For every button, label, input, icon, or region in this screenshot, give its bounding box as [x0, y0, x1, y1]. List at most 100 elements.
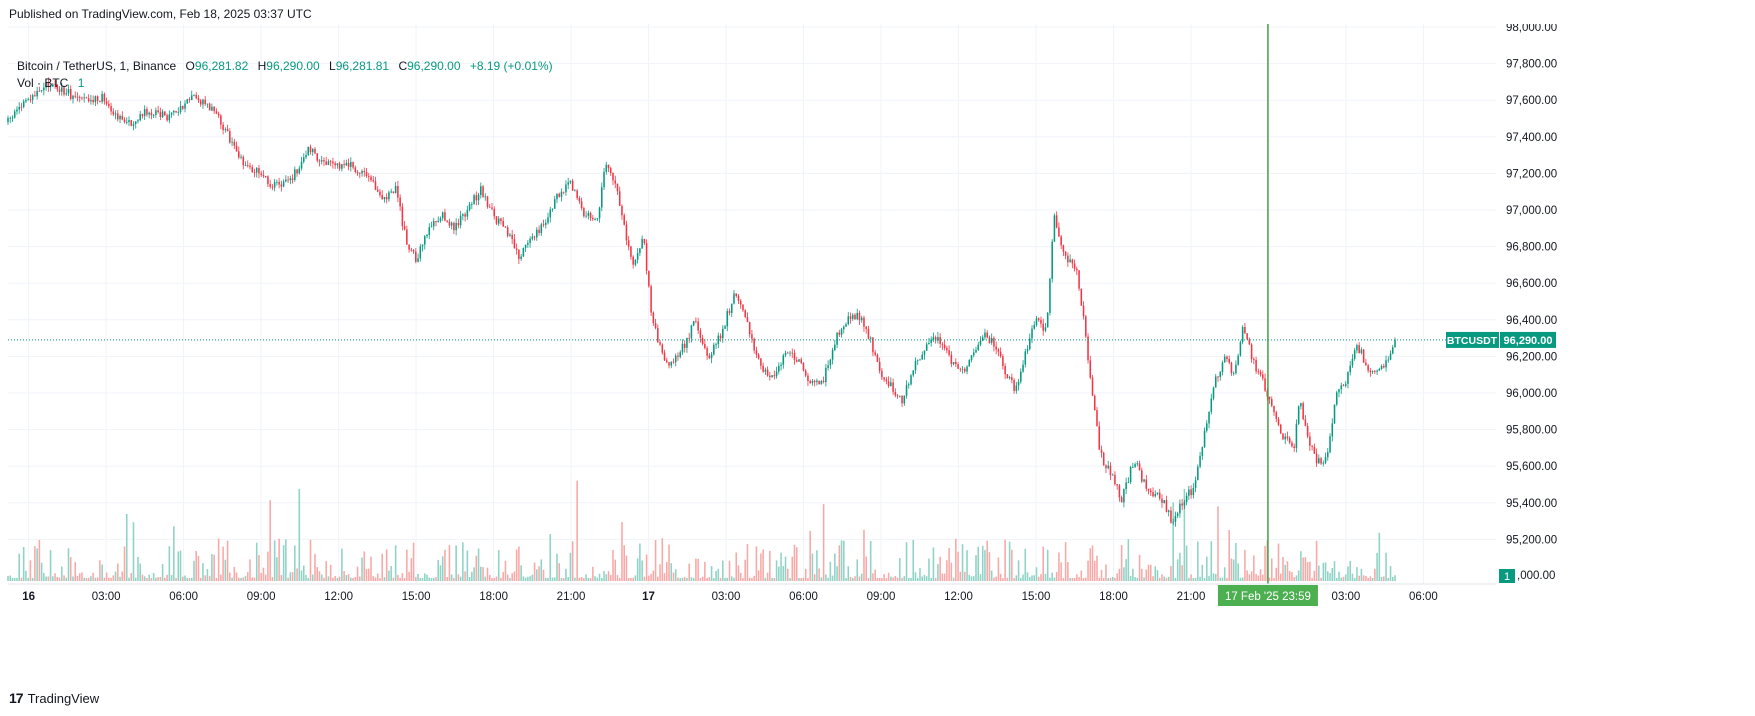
- volume-bar: [87, 577, 90, 581]
- candle-body: [1082, 305, 1085, 317]
- volume-bar: [264, 574, 267, 581]
- candle-body: [155, 110, 157, 115]
- candle-body: [36, 90, 38, 97]
- volume-bar: [1210, 541, 1213, 581]
- volume-bar: [1356, 567, 1358, 581]
- last-price-badge: [1500, 331, 1556, 348]
- candle-body: [578, 198, 581, 202]
- volume-bar: [1111, 576, 1114, 581]
- volume-bar: [706, 577, 708, 581]
- candle-body: [1385, 360, 1387, 368]
- candle-body: [775, 371, 778, 377]
- volume-bar: [1123, 567, 1125, 581]
- volume-bar: [188, 577, 191, 581]
- candle-body: [1237, 355, 1239, 365]
- volume-bar: [238, 577, 240, 581]
- candle-body: [773, 375, 776, 377]
- candle-body: [235, 145, 238, 152]
- volume-bar: [1246, 570, 1248, 581]
- volume-bar: [979, 574, 982, 581]
- candle-body: [771, 375, 773, 378]
- volume-bar: [771, 577, 773, 581]
- volume-bar: [1165, 577, 1168, 581]
- volume-bar: [733, 577, 735, 581]
- candle-body: [1322, 462, 1325, 464]
- candle-body: [1158, 492, 1161, 499]
- volume-bar: [132, 522, 135, 581]
- volume-bar: [361, 557, 363, 581]
- volume-bar: [412, 542, 415, 581]
- candlestick-chart[interactable]: BTCUSDT 96,290.00 1 17 Feb '25 23:59 95,200…: [0, 24, 1755, 694]
- volume-bar: [105, 572, 108, 581]
- volume-bar: [932, 547, 935, 581]
- candle-body: [670, 361, 673, 366]
- volume-bar: [964, 571, 966, 581]
- candle-body: [399, 197, 401, 207]
- volume-bar: [565, 568, 567, 581]
- volume-bar: [1024, 548, 1027, 581]
- volume-bar: [258, 555, 260, 581]
- volume-bar: [867, 577, 870, 581]
- volume-bar: [813, 574, 816, 581]
- volume-bar: [437, 559, 440, 581]
- volume-bar: [1221, 577, 1224, 581]
- volume-bar: [1194, 577, 1197, 581]
- volume-bar: [975, 555, 977, 581]
- volume-bar: [1141, 568, 1143, 581]
- candle-body: [370, 176, 372, 181]
- volume-bar: [896, 577, 899, 581]
- volume-bar: [858, 576, 861, 581]
- volume-bar: [374, 577, 377, 581]
- volume-bar: [222, 546, 224, 581]
- candle-body: [471, 204, 473, 205]
- candle-body: [336, 163, 339, 166]
- volume-badge-label: 1: [1504, 571, 1510, 583]
- volume-bar: [45, 576, 47, 581]
- candle-body: [484, 196, 487, 198]
- candle-body: [829, 359, 832, 366]
- volume-bar: [1340, 577, 1343, 581]
- chart-frame[interactable]: BTCUSDT 96,290.00 1 17 Feb '25 23:59 95,200…: [0, 24, 1755, 694]
- volume-bar: [1076, 574, 1078, 581]
- volume-bar: [984, 550, 986, 581]
- candle-body: [621, 205, 623, 216]
- volume-bar: [399, 577, 401, 581]
- candle-body: [1192, 487, 1195, 496]
- candle-body: [1076, 268, 1078, 271]
- candle-body: [1179, 503, 1181, 514]
- volume-bar: [1369, 576, 1372, 581]
- candle-body: [1329, 436, 1331, 453]
- volume-bar: [1037, 576, 1040, 581]
- candle-body: [999, 351, 1002, 357]
- volume-bar: [834, 553, 836, 581]
- volume-bar: [710, 566, 713, 581]
- volume-bar: [134, 577, 137, 581]
- volume-bar: [390, 566, 392, 581]
- volume-bar: [1241, 577, 1244, 581]
- candle-body: [475, 195, 478, 201]
- candle-body: [18, 106, 20, 110]
- volume-bar: [202, 562, 204, 581]
- volume-bar: [596, 577, 599, 581]
- crosshair-time-label: 17 Feb '25 23:59: [1225, 591, 1311, 603]
- candle-body: [410, 249, 413, 251]
- volume-bar: [1163, 576, 1166, 581]
- volume-bar: [704, 561, 706, 581]
- candle-body: [1228, 359, 1230, 363]
- volume-bar: [1347, 566, 1349, 581]
- volume-bar: [1262, 574, 1264, 581]
- volume-bar: [491, 577, 493, 581]
- candle-body: [1309, 436, 1311, 446]
- candle-body: [843, 326, 845, 330]
- volume-bar: [1257, 575, 1260, 581]
- candle-body: [280, 184, 283, 187]
- volume-bar: [518, 546, 520, 581]
- candle-body: [495, 216, 498, 224]
- candle-body: [376, 189, 379, 192]
- volume-bar: [1311, 577, 1313, 581]
- candle-body: [1165, 500, 1168, 512]
- volume-bar: [1217, 506, 1219, 581]
- volume-bar: [392, 577, 395, 581]
- volume-bar: [831, 575, 834, 581]
- candle-body: [1053, 215, 1056, 242]
